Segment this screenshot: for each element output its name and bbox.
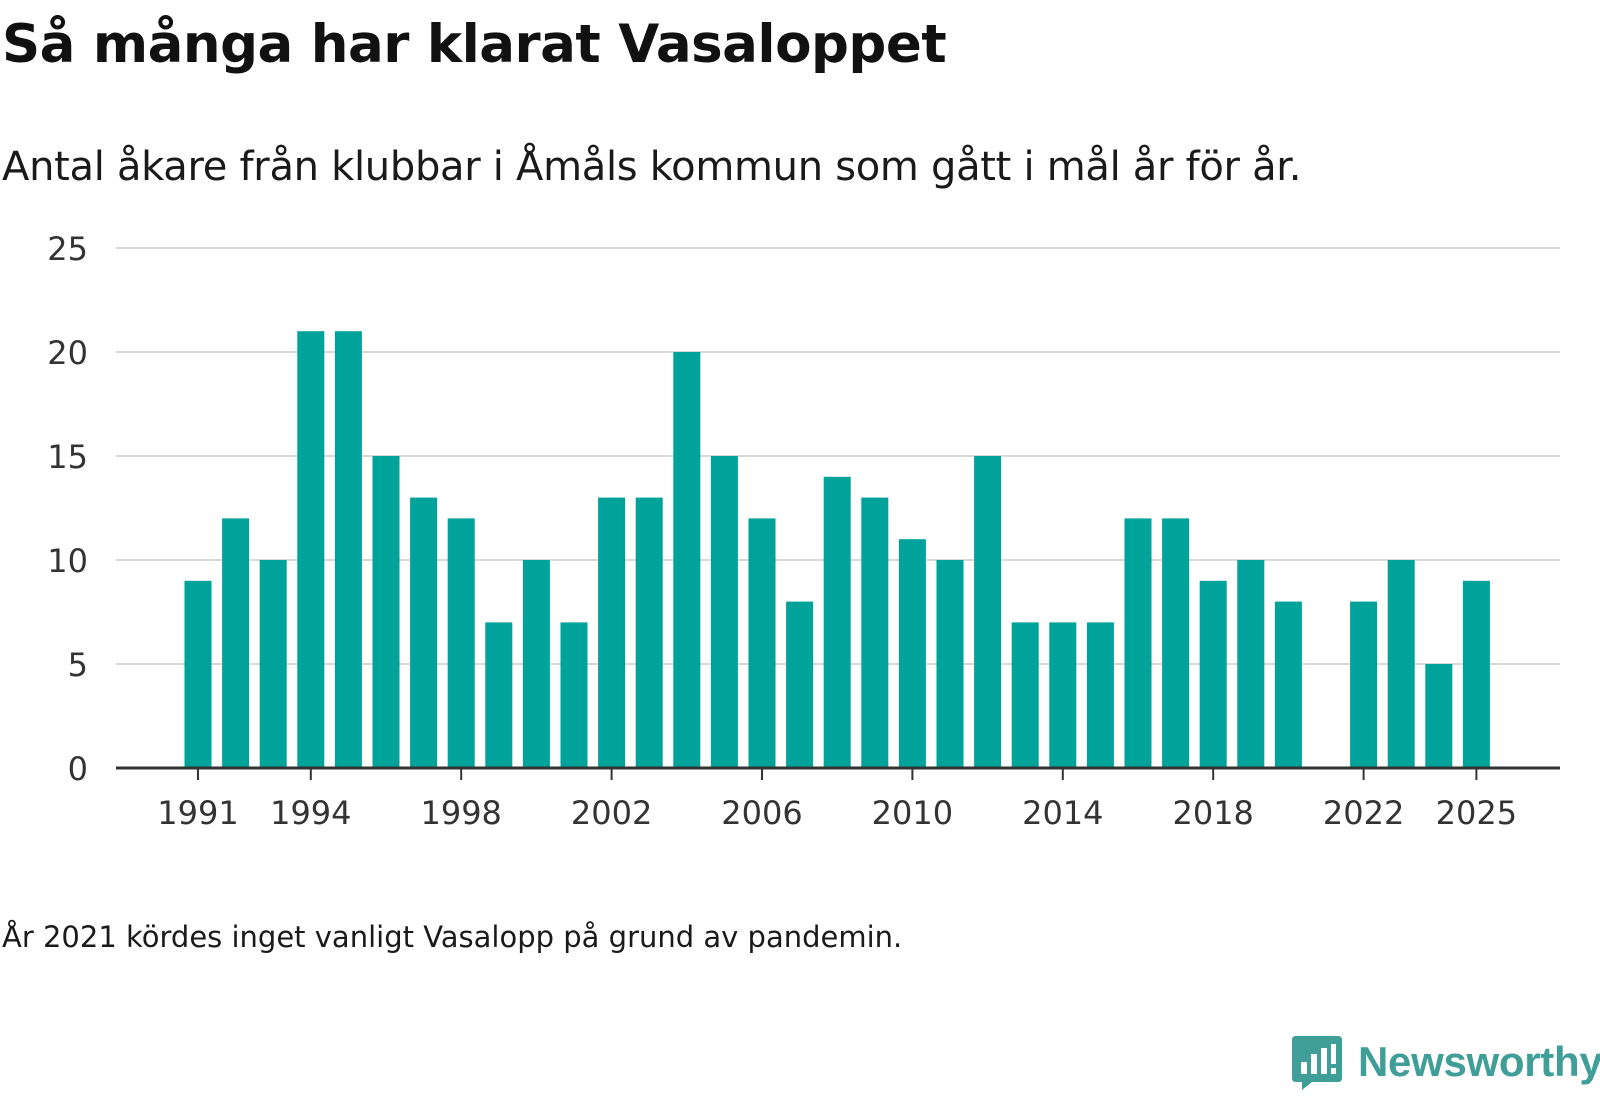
bar [259, 560, 287, 768]
bar [184, 580, 212, 768]
bar [861, 497, 889, 768]
y-tick-label: 5 [68, 646, 88, 684]
bar [1350, 601, 1378, 768]
y-tick-label: 0 [68, 750, 88, 788]
bar [1086, 622, 1114, 768]
bar [898, 539, 926, 768]
bar [1124, 518, 1152, 768]
bar [786, 601, 814, 768]
bar [748, 518, 776, 768]
chart-title: Så många har klarat Vasaloppet [2, 14, 947, 75]
bar [1462, 580, 1490, 768]
bar [522, 560, 550, 768]
bar [598, 497, 626, 768]
brand-logo: Newsworthy [1290, 1034, 1600, 1090]
x-tick-label: 2006 [721, 794, 802, 832]
x-tick-label: 2018 [1172, 794, 1253, 832]
x-tick-label: 2025 [1436, 794, 1517, 832]
x-tick-label: 2014 [1022, 794, 1103, 832]
bar [447, 518, 475, 768]
bar [1387, 560, 1415, 768]
x-tick-label: 1991 [157, 794, 238, 832]
bar [974, 456, 1002, 768]
x-tick-label: 1998 [420, 794, 501, 832]
bar [936, 560, 964, 768]
chart-subtitle: Antal åkare från klubbar i Åmåls kommun … [2, 144, 1302, 190]
bar [560, 622, 588, 768]
bar [485, 622, 513, 768]
bar [673, 352, 701, 768]
bar [1274, 601, 1302, 768]
y-tick-label: 15 [47, 438, 88, 476]
bar [1049, 622, 1077, 768]
x-tick-label: 2002 [571, 794, 652, 832]
x-tick-label: 2022 [1323, 794, 1404, 832]
brand-name: Newsworthy [1358, 1038, 1600, 1085]
bar [1162, 518, 1190, 768]
y-tick-label: 20 [47, 334, 88, 372]
y-tick-label: 25 [47, 230, 88, 268]
x-tick-label: 1994 [270, 794, 351, 832]
chart-footnote: År 2021 kördes inget vanligt Vasalopp på… [2, 920, 903, 954]
bar [1011, 622, 1039, 768]
bar [823, 476, 851, 768]
bar [334, 331, 362, 768]
bar [410, 497, 438, 768]
bar [1199, 580, 1227, 768]
newsworthy-logo-icon [1292, 1036, 1342, 1090]
bar [372, 456, 400, 768]
bar [1425, 664, 1453, 768]
bar [635, 497, 663, 768]
bar [710, 456, 738, 768]
bar [222, 518, 250, 768]
x-tick-label: 2010 [872, 794, 953, 832]
bar [1237, 560, 1265, 768]
bar [297, 331, 325, 768]
y-tick-label: 10 [47, 542, 88, 580]
